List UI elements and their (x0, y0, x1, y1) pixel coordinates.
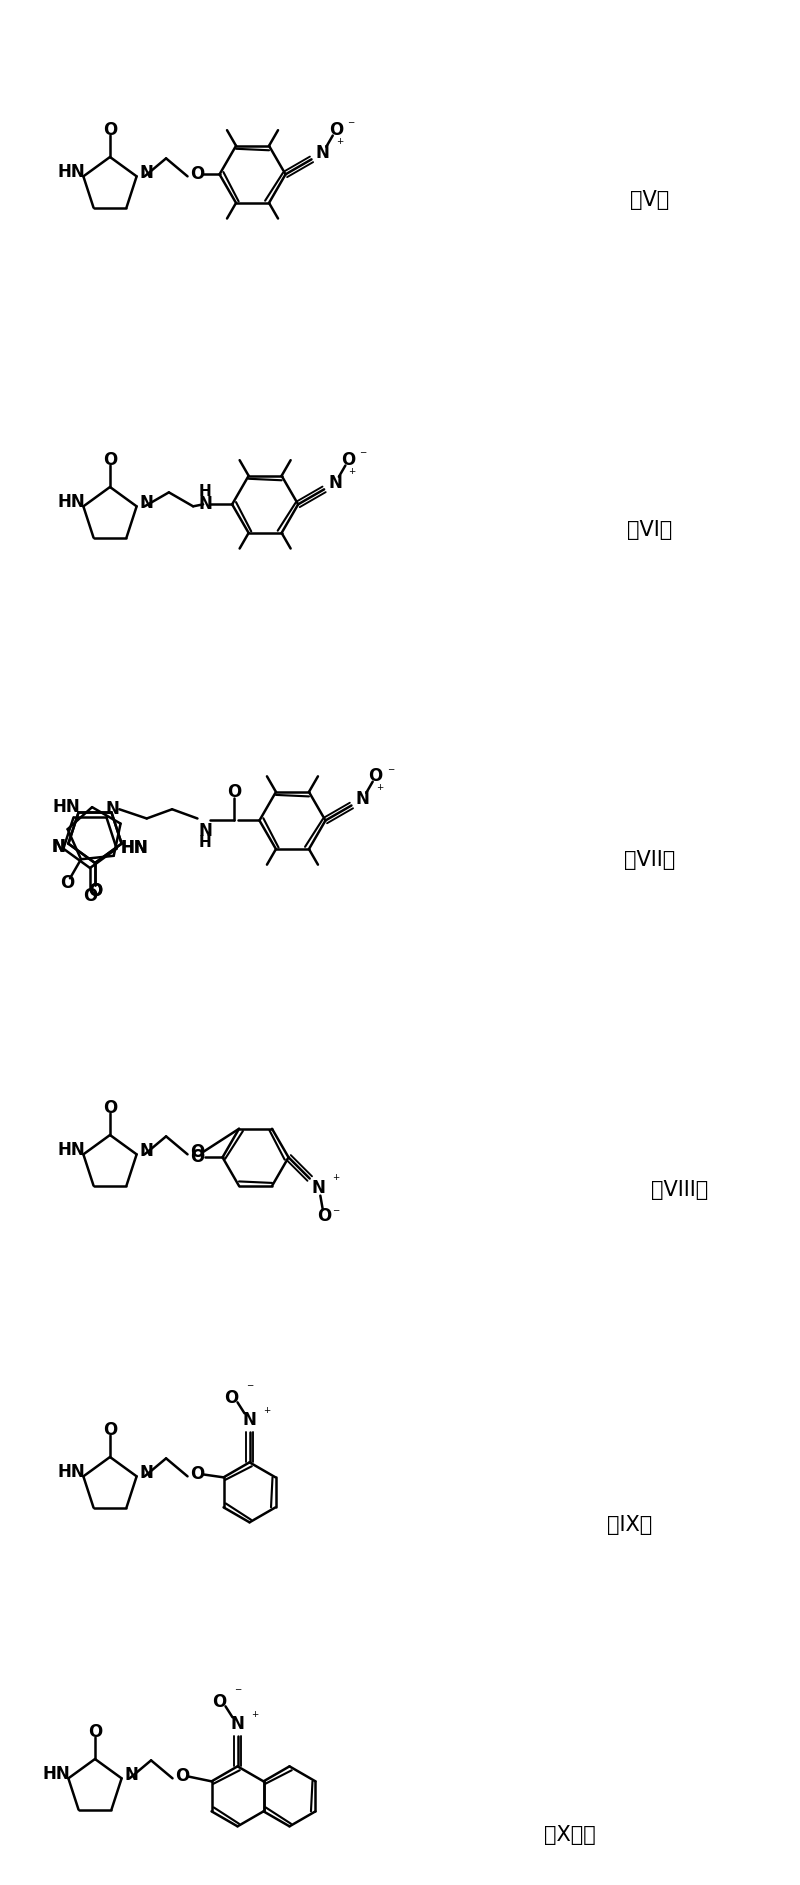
Text: O: O (103, 121, 117, 138)
Text: $^-$: $^-$ (358, 449, 369, 462)
Text: N: N (52, 837, 66, 856)
Text: $^-$: $^-$ (245, 1382, 254, 1395)
Text: $^+$: $^+$ (374, 784, 385, 797)
Text: O: O (225, 1389, 238, 1408)
Text: N: N (124, 1766, 138, 1785)
Text: HN: HN (120, 839, 148, 856)
Text: $^+$: $^+$ (262, 1406, 272, 1419)
Text: H: H (198, 484, 211, 500)
Text: HN: HN (57, 164, 85, 181)
Text: O: O (342, 451, 355, 469)
Text: （VI）: （VI） (627, 520, 673, 539)
Text: N: N (329, 473, 342, 492)
Text: （VII）: （VII） (624, 850, 676, 871)
Text: $^+$: $^+$ (334, 138, 345, 151)
Text: （VIII）: （VIII） (651, 1180, 709, 1201)
Text: O: O (190, 1144, 205, 1161)
Text: HN: HN (57, 494, 85, 511)
Text: $^+$: $^+$ (331, 1174, 341, 1188)
Text: N: N (230, 1715, 245, 1734)
Text: （V）: （V） (630, 190, 670, 209)
Text: O: O (88, 1723, 102, 1740)
Text: O: O (190, 166, 205, 183)
Text: N: N (242, 1412, 257, 1429)
Text: HN: HN (57, 1140, 85, 1159)
Text: HN: HN (57, 1463, 85, 1482)
Text: O: O (103, 1099, 117, 1116)
Text: N: N (139, 1465, 153, 1482)
Text: O: O (213, 1693, 226, 1712)
Text: N: N (316, 143, 330, 162)
Text: O: O (190, 1148, 205, 1167)
Text: $^-$: $^-$ (386, 765, 396, 779)
Text: （X）。: （X）。 (544, 1825, 596, 1845)
Text: $^+$: $^+$ (347, 467, 358, 481)
Text: N: N (139, 164, 153, 183)
Text: O: O (88, 882, 102, 899)
Text: O: O (103, 451, 117, 469)
Text: O: O (329, 121, 343, 139)
Text: $^-$: $^-$ (330, 1208, 341, 1220)
Text: O: O (369, 767, 383, 786)
Text: N: N (139, 1142, 153, 1161)
Text: O: O (60, 875, 74, 892)
Text: N: N (356, 790, 370, 809)
Text: N: N (198, 822, 212, 841)
Text: O: O (227, 784, 242, 801)
Text: HN: HN (120, 839, 148, 856)
Text: $^-$: $^-$ (233, 1687, 242, 1700)
Text: HN: HN (42, 1766, 70, 1783)
Text: O: O (83, 888, 97, 905)
Text: O: O (103, 1421, 117, 1438)
Text: $^-$: $^-$ (346, 119, 356, 132)
Text: N: N (312, 1178, 326, 1197)
Text: N: N (52, 837, 66, 856)
Text: （IX）: （IX） (607, 1516, 653, 1534)
Text: $^+$: $^+$ (250, 1710, 260, 1723)
Text: N: N (106, 801, 119, 818)
Text: O: O (175, 1768, 190, 1785)
Text: O: O (317, 1206, 331, 1225)
Text: N: N (198, 496, 212, 513)
Text: H: H (199, 835, 212, 850)
Text: N: N (139, 494, 153, 513)
Text: HN: HN (52, 797, 80, 816)
Text: O: O (190, 1465, 205, 1483)
Text: O: O (88, 882, 102, 899)
